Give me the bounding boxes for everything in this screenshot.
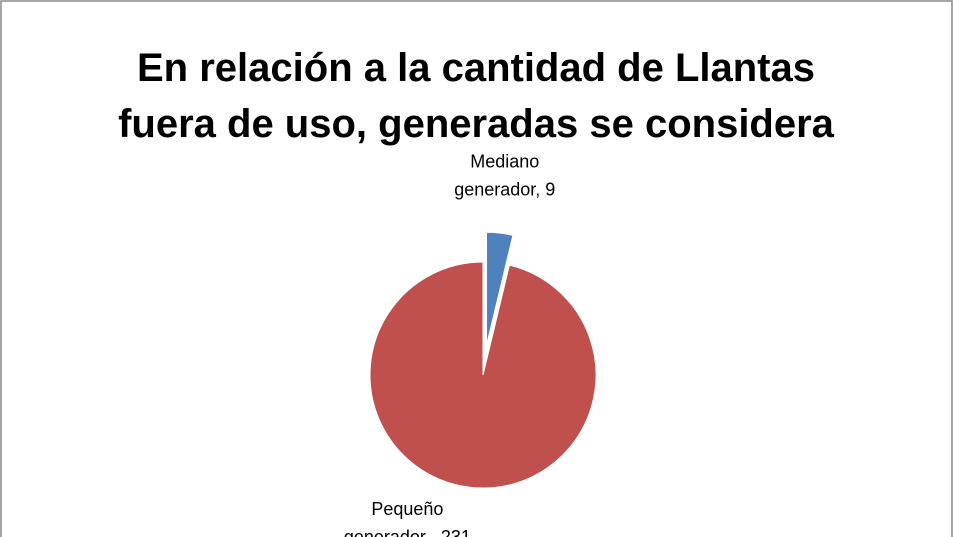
- data-label-line: Mediano: [470, 151, 539, 171]
- chart-title: En relación a la cantidad de Llantas fue…: [118, 46, 834, 146]
- data-label-line: generador , 231: [344, 527, 471, 537]
- data-label: Pequeño generador , 231: [344, 499, 471, 537]
- pie-slice: [369, 261, 597, 489]
- pie-slice: [486, 231, 514, 346]
- data-label: Mediano generador, 9: [454, 151, 555, 199]
- data-label-line: Pequeño: [371, 499, 443, 519]
- data-label-line: generador, 9: [454, 179, 555, 199]
